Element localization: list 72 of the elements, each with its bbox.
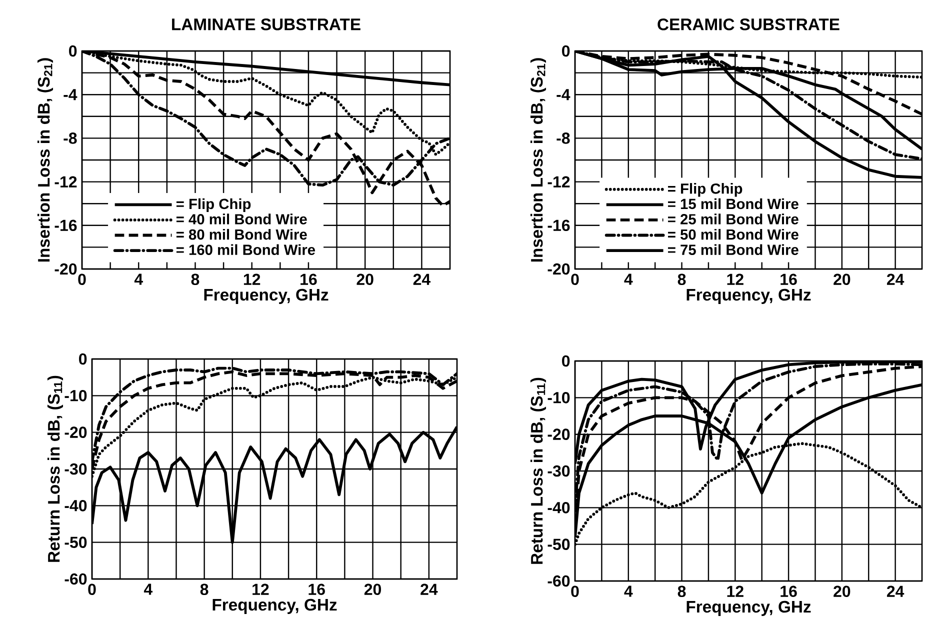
x-tick-label: 12 <box>727 274 744 285</box>
x-tick-label: 16 <box>308 584 325 596</box>
x-tick-label: 20 <box>356 274 374 286</box>
y-tick-label: -20 <box>54 263 77 275</box>
y-tick-label: -60 <box>64 573 87 585</box>
y-tick-label: -50 <box>64 536 87 548</box>
chart-title: LAMINATE SUBSTRATE <box>172 18 360 30</box>
x-tick-label: 24 <box>420 584 438 595</box>
y-tick-label: -40 <box>64 500 87 512</box>
x-tick-label: 4 <box>134 274 143 285</box>
legend-label: = 15 mil Bond Wire <box>668 198 798 210</box>
x-tick-label: 8 <box>191 274 200 286</box>
x-tick-label: 12 <box>727 586 744 597</box>
legend-label: = 50 mil Bond Wire <box>668 228 798 240</box>
legend-label: = 160 mil Bond Wire <box>176 244 316 256</box>
x-axis-title: Frequency, GHz <box>212 598 337 614</box>
x-tick-label: 0 <box>88 584 96 596</box>
y-axis-title: Return Loss in dB, (S$_{11}$) <box>47 376 64 562</box>
y-tick-label: -50 <box>548 538 570 550</box>
y-tick-label: -30 <box>64 463 87 475</box>
y-tick-label: -16 <box>54 220 77 232</box>
y-axis-title: Insertion Loss in dB, (S$_{21}$) <box>530 58 546 262</box>
x-tick-label: 20 <box>834 274 850 286</box>
x-tick-label: 4 <box>144 584 153 595</box>
legend-label: = 75 mil Bond Wire <box>668 244 798 256</box>
y-tick-label: -12 <box>54 176 77 188</box>
y-tick-label: 0 <box>562 45 570 57</box>
x-tick-label: 16 <box>780 274 797 286</box>
x-tick-label: 24 <box>886 274 904 285</box>
x-tick-label: 0 <box>571 586 579 598</box>
y-tick-label: -16 <box>548 220 570 232</box>
x-axis-title: Frequency, GHz <box>686 288 811 304</box>
y-tick-label: -20 <box>548 263 570 275</box>
legend-label: = Flip Chip <box>668 183 742 197</box>
x-tick-label: 12 <box>244 274 260 285</box>
legend-label: = 80 mil Bond Wire <box>176 228 307 240</box>
y-tick-label: -8 <box>64 132 77 144</box>
y-tick-label: -20 <box>64 426 87 438</box>
x-tick-label: 16 <box>780 586 797 598</box>
y-tick-label: -4 <box>556 89 570 100</box>
x-axis-title: Frequency, GHz <box>686 600 811 616</box>
x-tick-label: 8 <box>200 584 208 596</box>
y-tick-label: -40 <box>548 502 570 514</box>
y-tick-label: 0 <box>562 355 570 367</box>
y-tick-label: -10 <box>64 390 87 402</box>
x-tick-label: 12 <box>252 584 269 595</box>
y-tick-label: -12 <box>548 176 570 188</box>
y-axis-title: Insertion Loss in dB, (S$_{21}$) <box>37 58 54 262</box>
x-tick-label: 8 <box>678 586 686 598</box>
x-tick-label: 20 <box>364 584 382 596</box>
legend-label: = 25 mil Bond Wire <box>668 214 798 224</box>
legend-label: = 40 mil Bond Wire <box>176 214 307 224</box>
x-tick-label: 4 <box>624 586 633 597</box>
y-tick-label: 0 <box>69 45 77 57</box>
legend-label: = Flip Chip <box>176 198 251 212</box>
x-tick-label: 20 <box>834 586 850 598</box>
y-tick-label: -30 <box>548 465 570 477</box>
y-tick-label: -4 <box>64 89 78 100</box>
x-axis-title: Frequency, GHz <box>204 288 328 304</box>
x-tick-label: 24 <box>413 274 430 285</box>
x-tick-label: 4 <box>624 274 633 285</box>
x-tick-label: 8 <box>678 274 686 286</box>
y-tick-label: -20 <box>548 428 570 440</box>
x-tick-label: 24 <box>886 586 904 597</box>
chart-title: CERAMIC SUBSTRATE <box>658 18 840 30</box>
y-tick-label: 0 <box>79 353 87 365</box>
y-tick-label: -8 <box>556 132 570 144</box>
y-axis-title: Return Loss in dB, (S$_{11}$) <box>530 378 546 564</box>
x-tick-label: 0 <box>571 274 579 286</box>
x-tick-label: 16 <box>300 274 317 286</box>
y-tick-label: -10 <box>548 392 570 404</box>
y-tick-label: -60 <box>548 575 570 587</box>
